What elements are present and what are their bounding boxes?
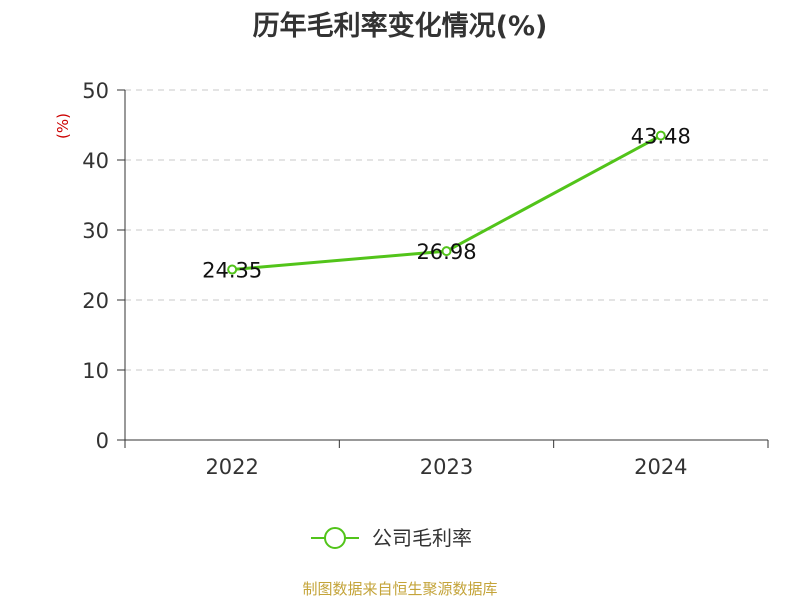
data-label: 24.35 [202, 259, 262, 283]
y-tick-label: 0 [96, 429, 109, 453]
legend-label: 公司毛利率 [372, 526, 472, 550]
axes [124, 90, 768, 441]
grid-lines [125, 89, 768, 371]
y-tick-label: 20 [82, 289, 109, 313]
x-tick-label: 2022 [205, 455, 258, 479]
data-point [227, 264, 238, 275]
data-point [441, 246, 452, 257]
y-axis-label: (%) [54, 113, 72, 139]
x-tick-label: 2024 [634, 455, 687, 479]
data-point [655, 130, 666, 141]
y-tick-label: 40 [82, 149, 109, 173]
y-tick-label: 50 [82, 79, 109, 103]
y-tick-label: 10 [82, 359, 109, 383]
legend-marker-icon [324, 527, 346, 549]
x-tick-label: 2023 [420, 455, 473, 479]
series-layer: 24.35 26.98 43.48 [202, 125, 691, 283]
legend: 公司毛利率 [311, 526, 472, 550]
data-label: 43.48 [631, 125, 691, 149]
source-note: 制图数据来自恒生聚源数据库 [302, 580, 498, 598]
y-tick-label: 30 [82, 219, 109, 243]
y-axis-ticks: 0 10 20 30 40 50 [82, 79, 125, 453]
x-axis-ticks: 2022 2023 2024 [124, 440, 769, 479]
data-label: 26.98 [416, 240, 476, 264]
chart-title: 历年毛利率变化情况(%) [252, 11, 548, 42]
